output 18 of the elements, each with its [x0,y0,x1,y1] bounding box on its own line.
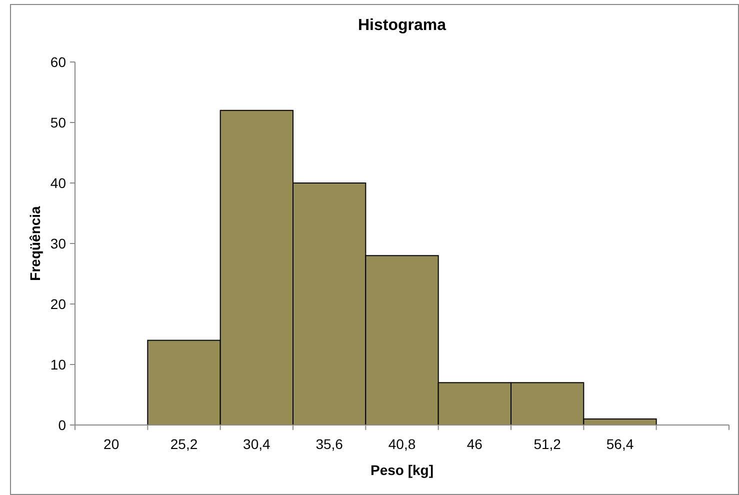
chart-title: Histograma [358,17,446,34]
y-tick-label: 30 [50,235,66,252]
y-tick-label: 40 [50,174,66,191]
y-tick-label: 10 [50,356,66,372]
x-tick-label: 30,4 [243,436,271,452]
x-tick-label: 20 [104,436,120,452]
y-tick-label: 50 [50,114,66,130]
x-tick-label: 35,6 [316,436,344,452]
x-tick-label: 40,8 [388,436,416,452]
y-axis-title: Freqüência [27,206,43,281]
x-tick-label: 46 [466,436,483,452]
y-tick-label: 0 [58,416,66,433]
y-tick-label: 20 [50,296,66,312]
x-tick-label: 56,4 [606,436,634,452]
x-tick-label: 25,2 [170,436,198,452]
x-axis-title: Peso [kg] [370,462,434,478]
x-tick-label: 51,2 [534,436,562,452]
y-tick-label: 60 [50,54,66,70]
